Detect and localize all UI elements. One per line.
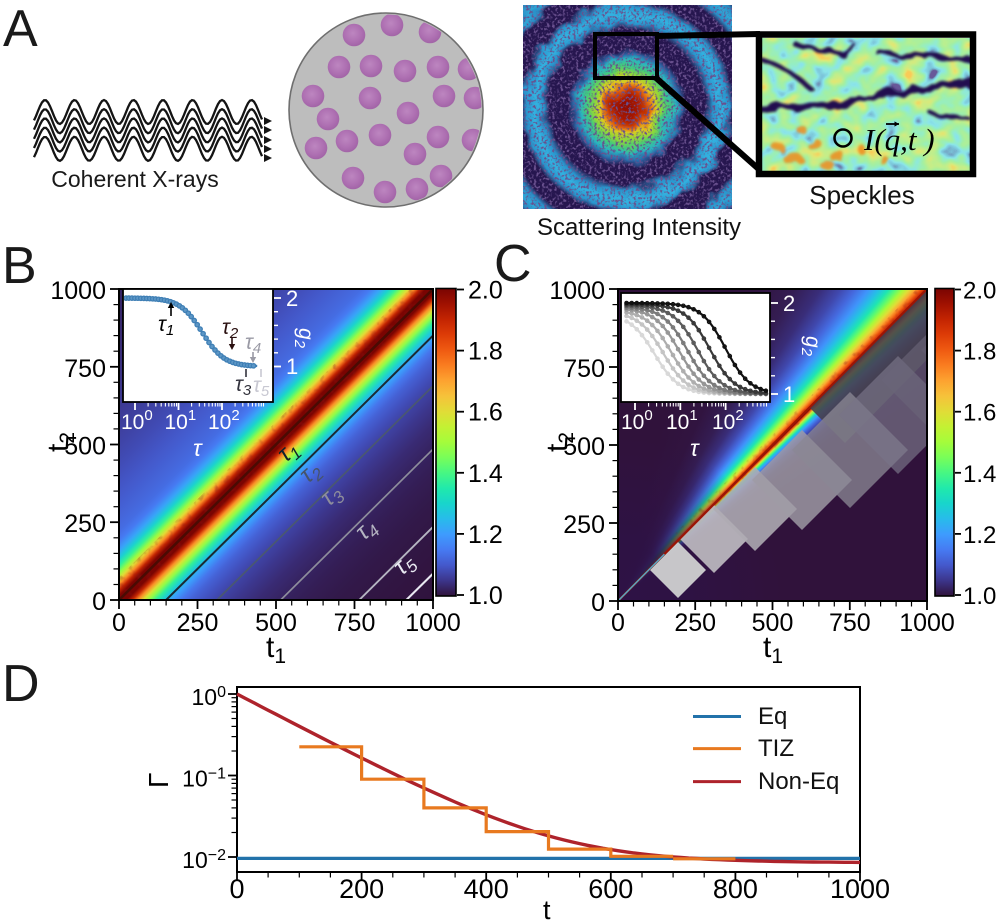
svg-text:1.6: 1.6 xyxy=(468,399,503,427)
svg-text:1.4: 1.4 xyxy=(963,461,996,488)
svg-text:1000: 1000 xyxy=(405,609,461,637)
svg-text:g2: g2 xyxy=(798,336,824,357)
svg-text:1.0: 1.0 xyxy=(468,582,503,610)
svg-text:0: 0 xyxy=(92,588,106,616)
svg-text:1.2: 1.2 xyxy=(963,522,996,549)
svg-text:2: 2 xyxy=(783,291,795,316)
svg-text:B: B xyxy=(2,237,37,295)
svg-text:250: 250 xyxy=(563,511,605,539)
svg-text:Eq: Eq xyxy=(758,703,787,730)
svg-text:101: 101 xyxy=(666,407,698,434)
svg-text:1: 1 xyxy=(783,382,795,407)
svg-text:800: 800 xyxy=(713,874,758,904)
svg-text:500: 500 xyxy=(64,433,106,461)
svg-text:0: 0 xyxy=(611,609,625,637)
svg-text:100: 100 xyxy=(621,407,653,434)
svg-text:2.0: 2.0 xyxy=(963,278,996,305)
svg-text:500: 500 xyxy=(752,609,794,637)
svg-text:2: 2 xyxy=(286,286,298,311)
svg-text:Non-Eq: Non-Eq xyxy=(758,768,839,795)
svg-text:g2: g2 xyxy=(291,328,317,349)
svg-text:τ: τ xyxy=(690,435,700,461)
svg-text:1000: 1000 xyxy=(549,277,605,305)
svg-text:1.4: 1.4 xyxy=(468,460,503,488)
svg-text:600: 600 xyxy=(588,874,633,904)
svg-text:τ: τ xyxy=(193,435,203,461)
svg-text:1: 1 xyxy=(286,354,298,379)
svg-text:1000: 1000 xyxy=(50,277,106,305)
svg-text:1.6: 1.6 xyxy=(963,400,996,427)
svg-text:1.0: 1.0 xyxy=(963,583,996,610)
svg-text:Coherent X-rays: Coherent X-rays xyxy=(51,166,218,192)
svg-text:10−2: 10−2 xyxy=(182,847,226,873)
svg-text:t: t xyxy=(543,895,551,923)
svg-text:C: C xyxy=(494,235,532,293)
svg-text:I(q,t ): I(q,t ) xyxy=(863,122,935,157)
svg-text:t2: t2 xyxy=(541,432,578,452)
svg-text:Scattering Intensity: Scattering Intensity xyxy=(537,214,741,241)
svg-text:TIZ: TIZ xyxy=(758,735,794,762)
svg-text:1000: 1000 xyxy=(830,874,890,904)
svg-text:Γ: Γ xyxy=(143,773,174,788)
svg-text:τ4: τ4 xyxy=(350,513,384,548)
svg-text:500: 500 xyxy=(563,433,605,461)
svg-text:250: 250 xyxy=(64,510,106,538)
svg-text:750: 750 xyxy=(563,355,605,383)
svg-text:1.8: 1.8 xyxy=(468,338,503,366)
svg-text:1000: 1000 xyxy=(899,609,955,637)
svg-text:1.2: 1.2 xyxy=(468,521,503,549)
svg-text:2.0: 2.0 xyxy=(468,277,503,305)
svg-text:0: 0 xyxy=(112,609,126,637)
svg-text:1.8: 1.8 xyxy=(963,339,996,366)
svg-text:400: 400 xyxy=(464,874,509,904)
svg-text:100: 100 xyxy=(121,407,153,434)
svg-text:100: 100 xyxy=(192,684,227,710)
svg-text:0: 0 xyxy=(591,589,605,617)
svg-text:Speckles: Speckles xyxy=(809,180,915,210)
svg-text:101: 101 xyxy=(165,407,197,434)
svg-text:200: 200 xyxy=(339,874,384,904)
svg-text:250: 250 xyxy=(177,609,219,637)
svg-text:τ5: τ5 xyxy=(388,548,422,583)
svg-text:750: 750 xyxy=(64,355,106,383)
svg-text:10−1: 10−1 xyxy=(182,766,226,792)
svg-text:0: 0 xyxy=(229,874,244,904)
svg-text:102: 102 xyxy=(208,407,240,434)
svg-text:750: 750 xyxy=(829,609,871,637)
svg-text:102: 102 xyxy=(712,407,744,434)
svg-text:A: A xyxy=(3,0,38,58)
svg-text:250: 250 xyxy=(674,609,716,637)
svg-text:D: D xyxy=(2,655,40,713)
svg-text:t2: t2 xyxy=(42,432,79,452)
svg-text:750: 750 xyxy=(334,609,376,637)
svg-text:500: 500 xyxy=(255,609,297,637)
